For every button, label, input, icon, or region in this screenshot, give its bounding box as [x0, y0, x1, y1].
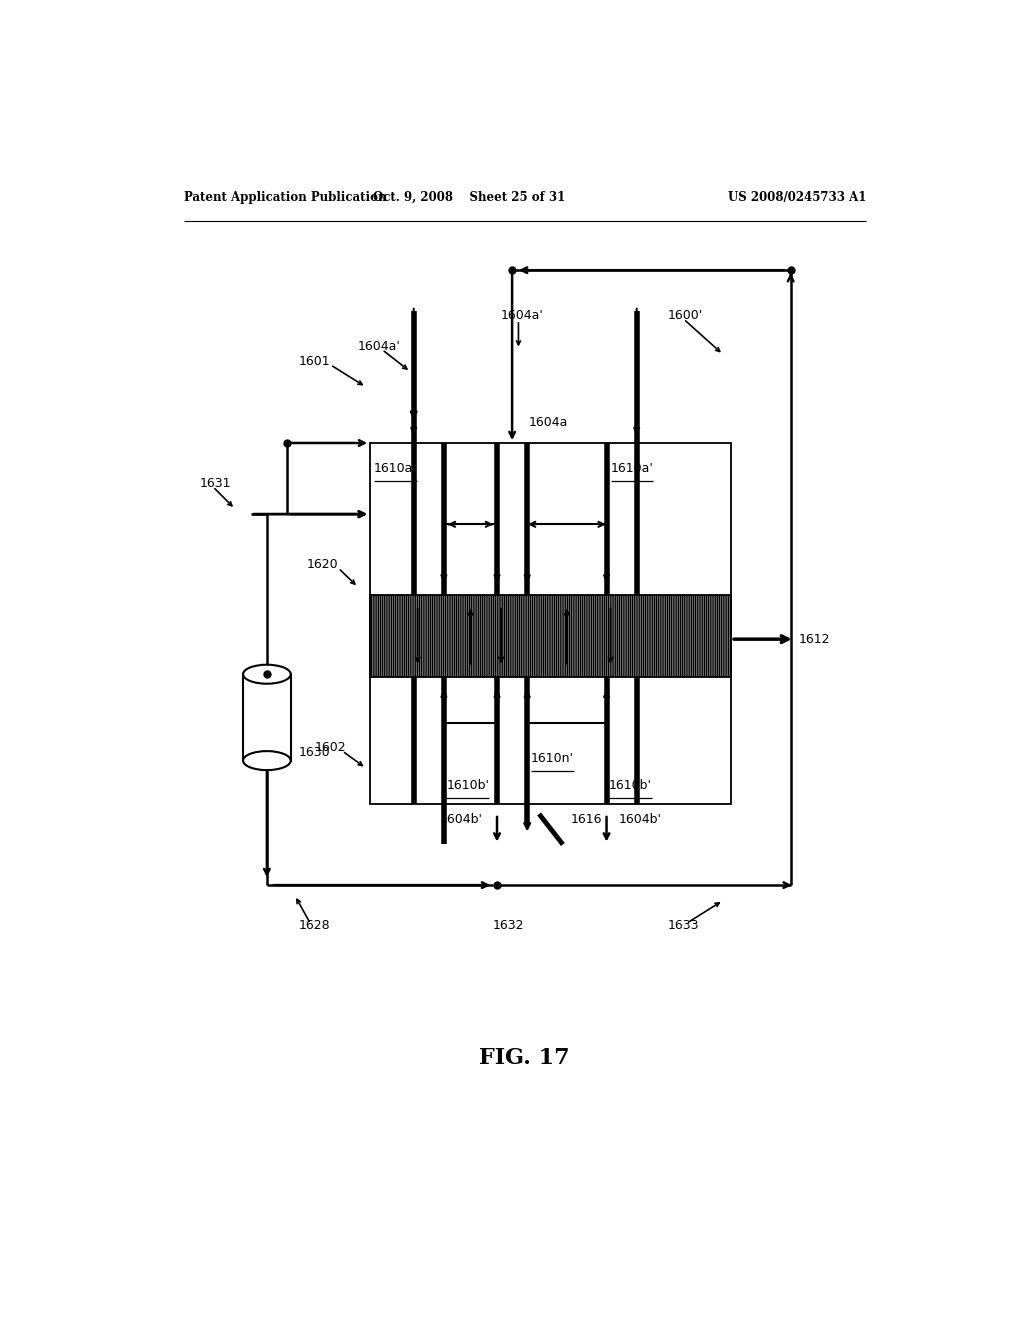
Text: 1633: 1633	[668, 919, 699, 932]
Text: US 2008/0245733 A1: US 2008/0245733 A1	[728, 191, 866, 205]
Text: 1610b': 1610b'	[609, 779, 652, 792]
Text: 1620: 1620	[306, 558, 338, 572]
Bar	[370, 444, 731, 804]
Text: 1610b': 1610b'	[446, 779, 489, 792]
Text: 1604b': 1604b'	[440, 813, 483, 825]
Text: FIG. 17: FIG. 17	[479, 1047, 570, 1069]
Text: 1610n': 1610n'	[531, 751, 574, 764]
Bar	[243, 675, 291, 760]
Text: 1612: 1612	[799, 632, 830, 645]
Ellipse shape	[243, 665, 291, 684]
Text: 1610a': 1610a'	[374, 462, 417, 475]
Text: 1601: 1601	[299, 355, 331, 368]
Text: 1616: 1616	[570, 813, 602, 825]
Text: 1604b': 1604b'	[618, 813, 662, 825]
Text: 1630: 1630	[299, 747, 331, 759]
Text: 1628: 1628	[299, 919, 331, 932]
Text: 1600': 1600'	[668, 309, 702, 322]
Text: 1610a': 1610a'	[610, 462, 653, 475]
Text: 1631: 1631	[200, 477, 231, 490]
Text: 1602: 1602	[314, 742, 346, 755]
Bar	[370, 595, 731, 677]
Text: 1604a: 1604a	[528, 416, 568, 429]
Text: 1604a': 1604a'	[358, 341, 401, 352]
Text: Patent Application Publication: Patent Application Publication	[183, 191, 386, 205]
Text: 1632: 1632	[494, 919, 524, 932]
Text: 1604a': 1604a'	[501, 309, 544, 322]
Text: Oct. 9, 2008    Sheet 25 of 31: Oct. 9, 2008 Sheet 25 of 31	[373, 191, 565, 205]
Ellipse shape	[243, 751, 291, 770]
